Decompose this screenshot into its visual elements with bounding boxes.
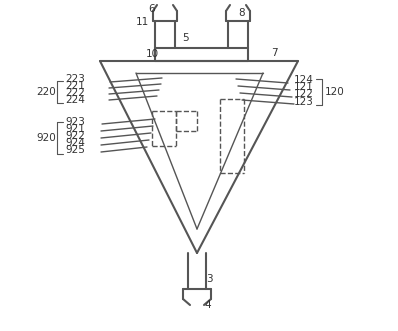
Text: 10: 10 xyxy=(146,49,159,59)
Text: 224: 224 xyxy=(65,95,85,105)
Text: 925: 925 xyxy=(65,145,85,155)
Text: 6: 6 xyxy=(148,4,155,14)
Text: 120: 120 xyxy=(325,87,345,97)
Text: 3: 3 xyxy=(206,274,213,284)
Text: 5: 5 xyxy=(182,33,189,43)
Text: 121: 121 xyxy=(294,82,314,92)
Text: 222: 222 xyxy=(65,88,85,98)
Text: 11: 11 xyxy=(136,17,149,27)
Text: 924: 924 xyxy=(65,138,85,148)
Text: 123: 123 xyxy=(294,97,314,107)
Text: 923: 923 xyxy=(65,117,85,127)
Text: 920: 920 xyxy=(36,133,56,143)
Text: 921: 921 xyxy=(65,124,85,134)
Text: 922: 922 xyxy=(65,131,85,141)
Text: 220: 220 xyxy=(36,87,56,97)
Text: 7: 7 xyxy=(271,48,278,58)
Text: 122: 122 xyxy=(294,89,314,99)
Text: 223: 223 xyxy=(65,74,85,84)
Text: 124: 124 xyxy=(294,75,314,85)
Text: 8: 8 xyxy=(238,8,245,18)
Text: 221: 221 xyxy=(65,81,85,91)
Text: 4: 4 xyxy=(204,300,211,310)
